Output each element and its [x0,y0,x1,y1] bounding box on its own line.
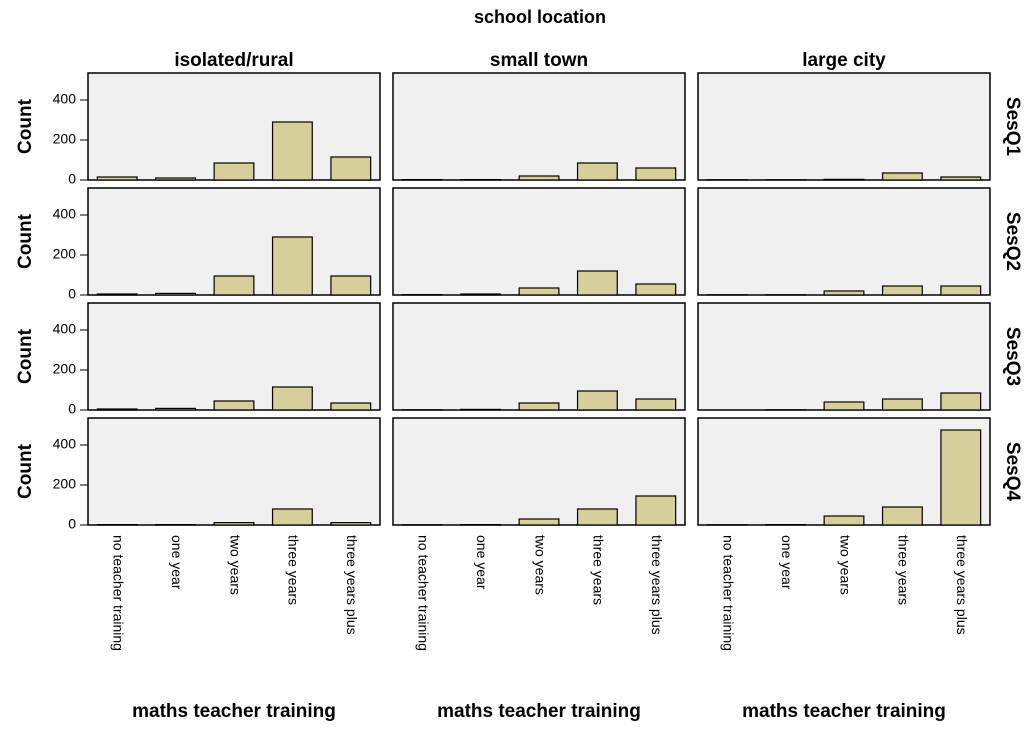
x-tick-label: one year [474,535,490,590]
x-tick-label: one year [779,535,795,590]
bar [635,167,677,181]
bar [460,408,502,411]
bar [940,429,982,526]
bar [576,508,618,526]
x-tick-label: two years [532,535,548,595]
bar [96,176,138,181]
column-label: small town [490,50,588,71]
bar [155,292,197,296]
y-tick-label: 200 [53,246,77,262]
column-label: isolated/rural [174,50,293,71]
bar [635,398,677,411]
bar [330,521,372,526]
row-label: SesQ4 [1002,442,1023,502]
x-axis-title: maths teacher training [742,701,946,722]
y-tick-label: 200 [53,131,77,147]
x-tick-label: three years [286,535,302,605]
bar [576,270,618,296]
bar [330,275,372,296]
y-axis-title: Count [15,213,36,269]
bar [518,402,560,411]
bar [155,407,197,411]
bar [881,398,923,411]
x-axis-title: maths teacher training [132,701,336,722]
y-tick-label: 0 [68,171,76,187]
bar [96,408,138,411]
x-tick-label: two years [837,535,853,595]
panel [392,417,686,526]
panel [392,302,686,411]
bar [518,287,560,296]
row-label: SesQ3 [1002,327,1023,386]
y-tick-label: 400 [53,206,77,222]
bar [940,285,982,296]
bar [940,176,982,181]
y-tick-label: 400 [53,436,77,452]
y-tick-label: 0 [68,401,76,417]
bar [213,162,255,181]
bar [271,508,313,526]
panel [87,302,381,411]
panel [697,187,991,296]
bar [823,290,865,296]
bar [460,293,502,296]
chart-title: school location [474,7,606,27]
y-axis-title: Count [15,98,36,154]
y-tick-label: 200 [53,361,77,377]
bar [518,175,560,181]
y-tick-label: 400 [53,91,77,107]
bar [271,121,313,181]
bar [213,521,255,526]
bar [881,172,923,181]
bar [330,402,372,411]
x-tick-label: no teacher training [415,535,431,651]
bar [518,518,560,526]
bar [823,515,865,526]
bar [823,178,865,181]
x-tick-label: three years plus [344,535,360,635]
y-tick-label: 0 [68,286,76,302]
y-tick-label: 0 [68,516,76,532]
bar [940,392,982,411]
bar [213,275,255,296]
row-label: SesQ1 [1002,97,1023,157]
x-tick-label: three years plus [954,535,970,635]
panel [697,72,991,181]
x-axis-title: maths teacher training [437,701,641,722]
x-tick-label: three years [896,535,912,605]
row-label: SesQ2 [1002,212,1023,271]
bar [271,386,313,411]
bar [213,400,255,411]
bar [576,390,618,411]
bar [881,506,923,526]
y-tick-label: 400 [53,321,77,337]
bar [823,401,865,411]
bar [330,156,372,181]
bar [881,285,923,296]
x-tick-label: no teacher training [110,535,126,651]
panel [392,72,686,181]
bar [155,177,197,181]
x-tick-label: one year [169,535,185,590]
y-tick-label: 200 [53,476,77,492]
bar [271,236,313,296]
x-tick-label: two years [227,535,243,595]
y-axis-title: Count [15,443,36,499]
y-axis-title: Count [15,328,36,384]
bar [576,162,618,181]
column-label: large city [802,50,886,71]
panel [87,417,381,526]
x-tick-label: three years [591,535,607,605]
bar [635,495,677,526]
x-tick-label: three years plus [649,535,665,635]
bar [96,293,138,296]
x-tick-label: no teacher training [720,535,736,651]
panel [392,187,686,296]
bar [635,283,677,296]
